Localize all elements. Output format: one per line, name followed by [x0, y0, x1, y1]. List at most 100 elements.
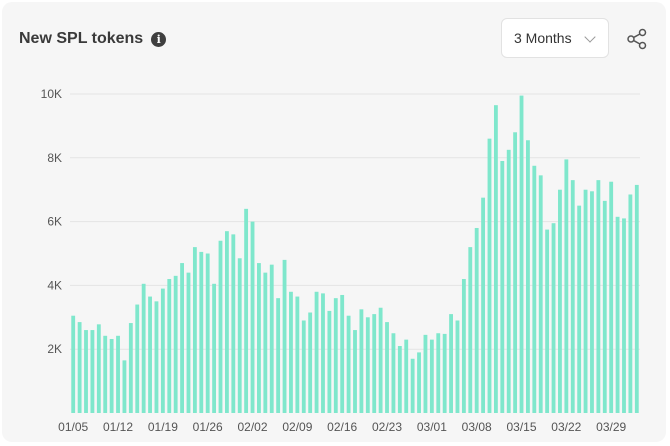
bar[interactable] — [410, 358, 415, 413]
bar[interactable] — [583, 189, 588, 413]
bar[interactable] — [602, 200, 607, 413]
bar[interactable] — [442, 333, 447, 413]
bar[interactable] — [417, 352, 421, 413]
bar[interactable] — [519, 95, 524, 413]
bar[interactable] — [148, 296, 152, 413]
bar[interactable] — [289, 291, 293, 413]
bar[interactable] — [493, 105, 498, 414]
bar[interactable] — [487, 138, 492, 413]
bar[interactable] — [622, 218, 626, 413]
bar[interactable] — [301, 320, 306, 413]
bar[interactable] — [577, 205, 582, 413]
bar[interactable] — [570, 180, 575, 413]
bar[interactable] — [333, 298, 338, 413]
bar[interactable] — [199, 251, 204, 413]
bar[interactable] — [84, 330, 88, 413]
bar[interactable] — [532, 165, 537, 413]
bar[interactable] — [500, 160, 505, 413]
bar[interactable] — [308, 312, 313, 413]
bar[interactable] — [128, 323, 133, 413]
bar[interactable] — [385, 322, 389, 413]
bar[interactable] — [359, 309, 364, 413]
bar[interactable] — [551, 223, 556, 413]
bar-series — [71, 95, 639, 414]
bar[interactable] — [468, 247, 473, 413]
bar[interactable] — [378, 307, 383, 413]
bar[interactable] — [353, 330, 357, 413]
bar[interactable] — [596, 180, 601, 413]
bar[interactable] — [173, 275, 178, 413]
bar[interactable] — [269, 264, 274, 413]
bar[interactable] — [276, 298, 281, 413]
bar[interactable] — [538, 175, 543, 413]
bar[interactable] — [122, 360, 127, 413]
bar[interactable] — [77, 322, 82, 413]
bar[interactable] — [141, 283, 146, 413]
bar[interactable] — [109, 338, 114, 413]
bar[interactable] — [180, 263, 184, 413]
bar[interactable] — [321, 293, 325, 414]
bar[interactable] — [397, 346, 402, 413]
bar[interactable] — [224, 231, 229, 413]
bar[interactable] — [481, 197, 486, 413]
bar[interactable] — [218, 240, 223, 413]
time-range-dropdown[interactable]: 3 Months — [501, 18, 609, 58]
bar[interactable] — [237, 258, 242, 413]
bar[interactable] — [545, 229, 550, 413]
bar[interactable] — [186, 272, 191, 413]
bar[interactable] — [257, 263, 261, 413]
bar[interactable] — [231, 234, 236, 413]
bar[interactable] — [564, 159, 569, 413]
bar[interactable] — [429, 339, 434, 413]
bar[interactable] — [327, 310, 332, 413]
bar[interactable] — [634, 184, 639, 413]
x-tick-label: 01/05 — [58, 420, 88, 434]
bar[interactable] — [615, 216, 620, 413]
x-tick-label: 03/15 — [506, 420, 536, 434]
bar[interactable] — [282, 259, 287, 413]
bar[interactable] — [160, 288, 165, 413]
x-tick-label: 01/12 — [103, 420, 133, 434]
bar[interactable] — [135, 304, 140, 413]
bar[interactable] — [205, 253, 210, 414]
y-tick-label: 2K — [47, 342, 62, 356]
bar[interactable] — [250, 221, 255, 413]
bar[interactable] — [192, 247, 197, 413]
bar[interactable] — [404, 339, 409, 413]
bar[interactable] — [391, 333, 396, 413]
bar[interactable] — [609, 181, 614, 413]
bar[interactable] — [244, 208, 249, 413]
bar[interactable] — [372, 314, 377, 413]
bar[interactable] — [474, 227, 479, 413]
x-tick-label: 03/29 — [596, 420, 626, 434]
bar[interactable] — [423, 334, 428, 413]
info-icon[interactable]: i — [151, 31, 167, 47]
bar[interactable] — [449, 314, 453, 413]
x-tick-label: 01/19 — [148, 420, 178, 434]
bar[interactable] — [212, 283, 217, 413]
bar[interactable] — [461, 279, 466, 413]
bar[interactable] — [436, 333, 441, 413]
bar[interactable] — [96, 324, 101, 413]
bar[interactable] — [263, 272, 268, 413]
bar[interactable] — [340, 294, 345, 413]
bar[interactable] — [167, 279, 172, 413]
bar[interactable] — [103, 335, 108, 413]
share-icon[interactable] — [626, 28, 648, 50]
bar[interactable] — [506, 149, 511, 413]
bar[interactable] — [116, 335, 120, 413]
bar[interactable] — [526, 140, 530, 413]
bar[interactable] — [154, 301, 159, 413]
bar[interactable] — [513, 132, 518, 413]
bar[interactable] — [558, 189, 562, 413]
bar[interactable] — [590, 191, 594, 413]
gridlines — [70, 93, 640, 350]
bar[interactable] — [314, 291, 319, 413]
bar[interactable] — [455, 320, 460, 413]
bar[interactable] — [346, 315, 351, 413]
bar[interactable] — [365, 317, 370, 413]
bar[interactable] — [71, 315, 76, 413]
bar[interactable] — [295, 296, 300, 413]
bar[interactable] — [90, 330, 95, 413]
bar[interactable] — [628, 194, 633, 413]
